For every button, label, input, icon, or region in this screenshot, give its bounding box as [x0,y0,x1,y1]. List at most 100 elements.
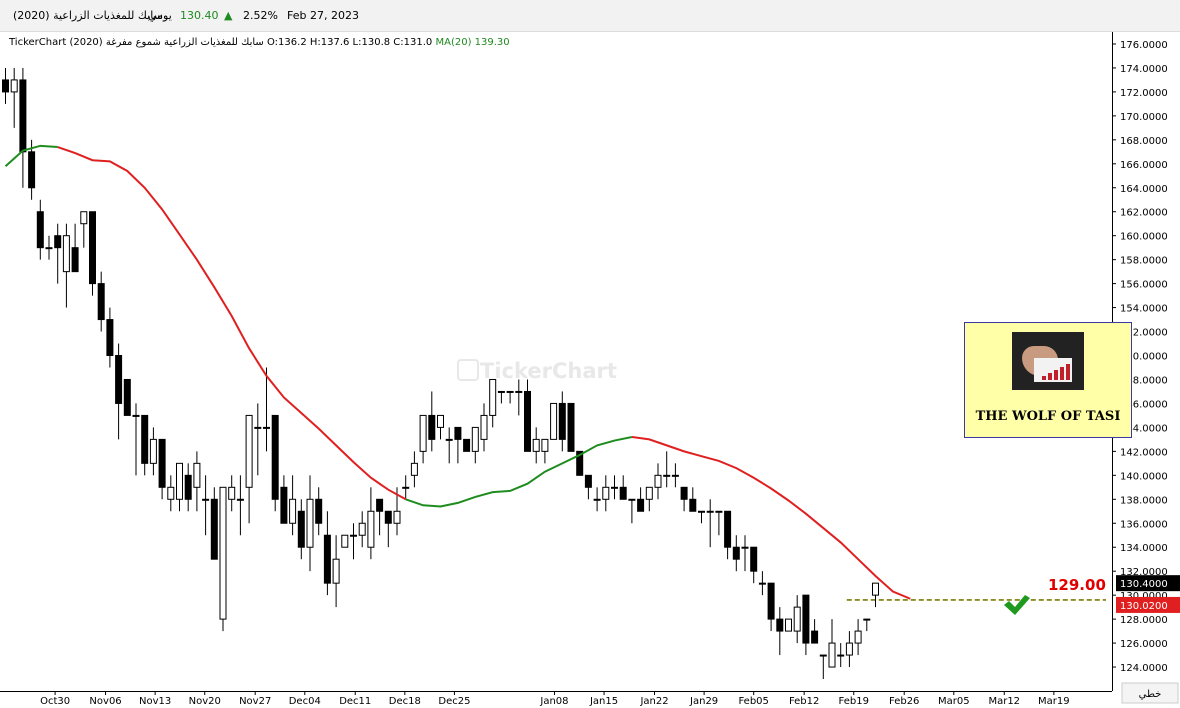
candle-hollow[interactable] [715,510,723,513]
candle-hollow[interactable] [758,582,766,585]
candle-hollow[interactable] [645,486,653,500]
candle-hollow[interactable] [245,414,253,488]
candle-hollow[interactable] [167,486,175,500]
candle-hollow[interactable] [45,247,53,250]
candle-hollow[interactable] [132,414,140,417]
candle-filled[interactable] [558,402,566,440]
candle-filled[interactable] [271,414,279,500]
candle-hollow[interactable] [289,498,297,524]
candle-hollow[interactable] [497,390,505,393]
candle-filled[interactable] [689,498,697,512]
candle-hollow[interactable] [602,486,610,500]
candle-hollow[interactable] [471,426,479,452]
candle-filled[interactable] [637,498,645,512]
candle-hollow[interactable] [663,474,671,477]
candle-filled[interactable] [811,630,819,644]
candle-filled[interactable] [184,474,192,500]
candle-hollow[interactable] [402,486,410,489]
candle-filled[interactable] [584,474,592,488]
candle-hollow[interactable] [437,414,444,428]
candle-filled[interactable] [28,151,36,189]
candle-filled[interactable] [750,546,758,572]
candle-hollow[interactable] [332,558,340,584]
candle-hollow[interactable] [828,642,836,668]
candle-hollow[interactable] [654,474,662,488]
candle-hollow[interactable] [193,462,201,488]
candle-filled[interactable] [158,438,166,488]
candle-filled[interactable] [576,450,584,476]
candle-hollow[interactable] [228,486,236,500]
candle-hollow[interactable] [410,462,418,476]
candle-filled[interactable] [323,534,331,584]
candle-filled[interactable] [524,390,531,452]
candle-hollow[interactable] [706,510,714,513]
candle-filled[interactable] [567,402,575,452]
candle-filled[interactable] [680,486,688,500]
candle-hollow[interactable] [306,498,314,548]
candle-filled[interactable] [384,510,392,524]
candle-filled[interactable] [732,546,740,560]
candle-hollow[interactable] [367,510,375,548]
candle-hollow[interactable] [350,534,357,537]
candle-hollow[interactable] [819,654,827,657]
candle-hollow[interactable] [445,438,453,441]
candle-hollow[interactable] [419,414,427,452]
candle-filled[interactable] [463,438,471,452]
candle-hollow[interactable] [393,510,401,524]
candle-filled[interactable] [115,355,123,404]
candle-hollow[interactable] [611,486,618,489]
candle-hollow[interactable] [10,79,18,93]
candle-hollow[interactable] [541,438,549,452]
candle-hollow[interactable] [202,498,210,501]
candle-hollow[interactable] [506,390,514,393]
candle-hollow[interactable] [532,438,540,452]
candle-hollow[interactable] [593,498,601,501]
candle-filled[interactable] [315,498,323,524]
candle-filled[interactable] [19,79,27,153]
candle-hollow[interactable] [872,582,879,596]
candle-hollow[interactable] [254,426,262,429]
candle-filled[interactable] [454,426,462,440]
candle-hollow[interactable] [489,378,497,416]
candle-filled[interactable] [776,618,784,632]
candle-filled[interactable] [724,510,732,548]
candle-hollow[interactable] [263,426,270,429]
candle-hollow[interactable] [480,414,488,440]
candle-filled[interactable] [89,211,96,285]
candle-hollow[interactable] [741,546,749,549]
candle-filled[interactable] [802,594,810,644]
candle-hollow[interactable] [62,235,70,273]
candle-hollow[interactable] [80,211,88,225]
candle-filled[interactable] [2,79,9,93]
candle-filled[interactable] [36,211,44,249]
candle-filled[interactable] [428,414,436,440]
candle-hollow[interactable] [515,390,523,393]
candle-hollow[interactable] [149,438,157,464]
candle-filled[interactable] [210,498,218,560]
candle-hollow[interactable] [341,534,349,548]
candle-hollow[interactable] [854,630,862,644]
candle-hollow[interactable] [698,510,705,513]
scale-type-button[interactable] [1121,682,1179,704]
candle-filled[interactable] [54,235,62,249]
candle-filled[interactable] [71,247,79,273]
candle-hollow[interactable] [785,618,792,632]
candle-hollow[interactable] [671,474,679,477]
candle-filled[interactable] [141,414,149,464]
candle-filled[interactable] [376,498,384,512]
candle-hollow[interactable] [358,522,366,536]
candle-hollow[interactable] [219,486,227,620]
candle-hollow[interactable] [550,402,558,440]
candle-filled[interactable] [297,510,305,548]
candle-filled[interactable] [619,486,627,500]
candle-filled[interactable] [123,378,131,416]
candle-hollow[interactable] [845,642,853,656]
candle-hollow[interactable] [628,498,636,501]
candle-hollow[interactable] [236,498,244,501]
candle-hollow[interactable] [176,462,183,500]
candle-filled[interactable] [280,486,288,524]
candle-hollow[interactable] [863,618,871,621]
candle-hollow[interactable] [793,606,801,632]
period-label[interactable]: يومي [148,9,172,22]
